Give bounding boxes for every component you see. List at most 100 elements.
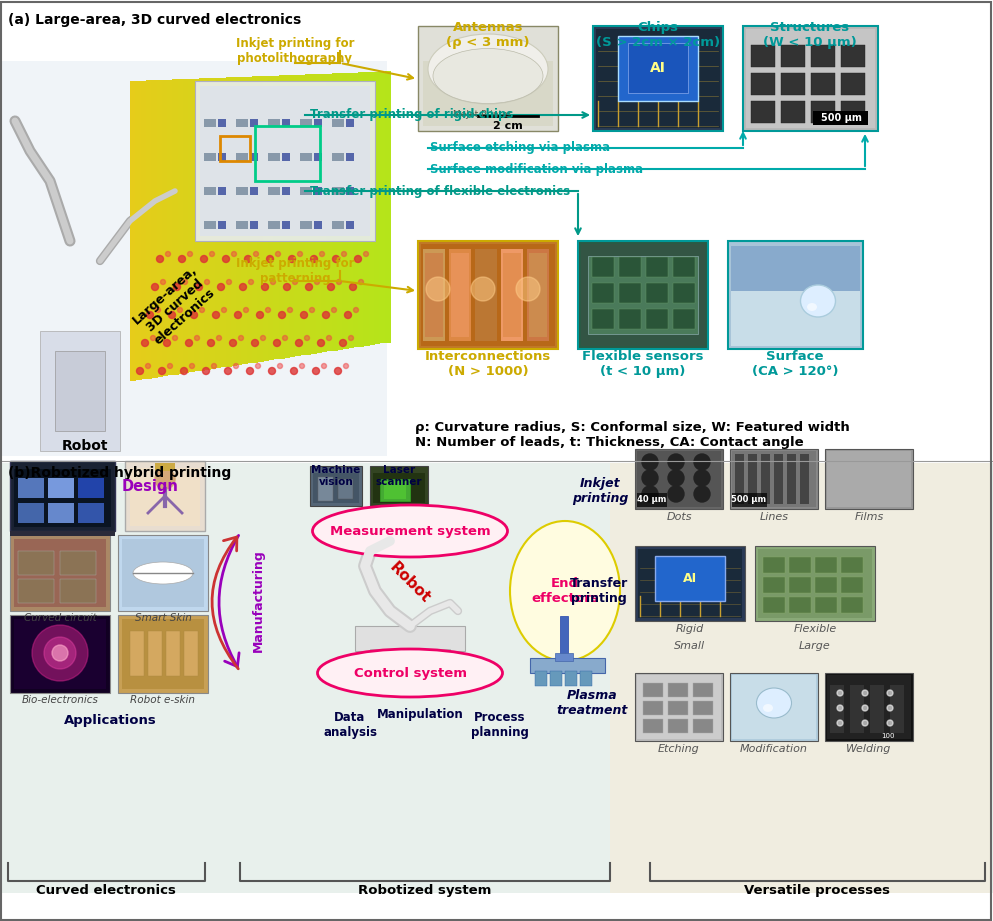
FancyBboxPatch shape xyxy=(282,187,290,195)
Circle shape xyxy=(174,284,181,290)
FancyBboxPatch shape xyxy=(122,619,204,689)
Text: Robot: Robot xyxy=(386,560,433,606)
FancyBboxPatch shape xyxy=(751,45,775,67)
FancyBboxPatch shape xyxy=(214,77,221,368)
FancyBboxPatch shape xyxy=(14,539,106,607)
FancyBboxPatch shape xyxy=(593,26,723,131)
Circle shape xyxy=(311,255,318,262)
FancyBboxPatch shape xyxy=(580,671,592,686)
FancyBboxPatch shape xyxy=(781,101,805,123)
FancyBboxPatch shape xyxy=(184,631,198,676)
Circle shape xyxy=(642,470,658,486)
Text: Laser
scanner: Laser scanner xyxy=(375,465,422,486)
FancyBboxPatch shape xyxy=(337,73,344,350)
Circle shape xyxy=(340,340,347,346)
FancyBboxPatch shape xyxy=(236,221,248,229)
FancyBboxPatch shape xyxy=(379,72,385,344)
FancyBboxPatch shape xyxy=(135,81,142,380)
FancyBboxPatch shape xyxy=(751,73,775,95)
Circle shape xyxy=(887,705,893,711)
FancyBboxPatch shape xyxy=(236,77,242,365)
Circle shape xyxy=(837,690,843,696)
FancyBboxPatch shape xyxy=(735,454,744,504)
FancyBboxPatch shape xyxy=(353,73,359,347)
Circle shape xyxy=(300,364,305,368)
FancyBboxPatch shape xyxy=(368,72,375,345)
FancyArrowPatch shape xyxy=(213,537,238,669)
FancyBboxPatch shape xyxy=(241,76,247,364)
FancyBboxPatch shape xyxy=(332,221,344,229)
FancyBboxPatch shape xyxy=(130,468,200,526)
FancyBboxPatch shape xyxy=(418,26,558,131)
Text: 2 cm: 2 cm xyxy=(494,121,523,131)
Circle shape xyxy=(355,255,361,262)
Circle shape xyxy=(191,311,198,319)
FancyBboxPatch shape xyxy=(825,673,913,741)
FancyBboxPatch shape xyxy=(130,631,144,676)
Text: Control system: Control system xyxy=(354,667,467,680)
Circle shape xyxy=(213,311,219,319)
FancyBboxPatch shape xyxy=(418,241,558,349)
Circle shape xyxy=(293,279,298,285)
Circle shape xyxy=(668,486,684,502)
FancyBboxPatch shape xyxy=(811,73,835,95)
FancyBboxPatch shape xyxy=(638,549,742,618)
FancyBboxPatch shape xyxy=(250,153,258,161)
Text: Manufacturing: Manufacturing xyxy=(251,550,264,652)
Circle shape xyxy=(251,340,258,346)
FancyBboxPatch shape xyxy=(789,557,811,573)
Ellipse shape xyxy=(133,562,193,584)
FancyBboxPatch shape xyxy=(200,86,370,236)
Circle shape xyxy=(136,367,144,375)
Text: Curved electronics: Curved electronics xyxy=(36,884,176,897)
FancyBboxPatch shape xyxy=(218,187,226,195)
FancyBboxPatch shape xyxy=(425,253,443,337)
FancyBboxPatch shape xyxy=(761,454,770,504)
FancyBboxPatch shape xyxy=(60,579,96,603)
Text: Etching: Etching xyxy=(658,744,700,754)
FancyBboxPatch shape xyxy=(746,29,875,128)
FancyBboxPatch shape xyxy=(730,449,818,509)
Circle shape xyxy=(862,690,868,696)
FancyBboxPatch shape xyxy=(282,221,290,229)
FancyBboxPatch shape xyxy=(477,253,495,337)
FancyBboxPatch shape xyxy=(332,74,338,351)
Circle shape xyxy=(296,340,303,346)
Circle shape xyxy=(233,364,238,368)
Circle shape xyxy=(298,251,303,257)
FancyBboxPatch shape xyxy=(781,73,805,95)
FancyBboxPatch shape xyxy=(628,43,688,93)
Ellipse shape xyxy=(313,505,507,557)
Text: End
effectors: End effectors xyxy=(531,577,599,605)
FancyBboxPatch shape xyxy=(815,557,837,573)
Circle shape xyxy=(224,367,231,375)
FancyBboxPatch shape xyxy=(246,76,253,364)
FancyBboxPatch shape xyxy=(18,503,44,523)
FancyBboxPatch shape xyxy=(815,577,837,593)
Circle shape xyxy=(363,251,368,257)
FancyBboxPatch shape xyxy=(668,683,688,697)
Ellipse shape xyxy=(433,49,543,103)
FancyBboxPatch shape xyxy=(763,577,785,593)
Circle shape xyxy=(244,255,251,262)
Circle shape xyxy=(328,284,335,290)
FancyBboxPatch shape xyxy=(449,249,471,341)
FancyBboxPatch shape xyxy=(268,221,280,229)
Circle shape xyxy=(291,367,298,375)
FancyBboxPatch shape xyxy=(841,73,865,95)
FancyBboxPatch shape xyxy=(195,81,375,241)
FancyBboxPatch shape xyxy=(343,73,349,349)
Circle shape xyxy=(186,340,193,346)
FancyBboxPatch shape xyxy=(748,454,757,504)
FancyBboxPatch shape xyxy=(827,451,911,507)
Circle shape xyxy=(216,335,221,341)
Text: Welding: Welding xyxy=(846,744,892,754)
FancyBboxPatch shape xyxy=(346,187,354,195)
Text: Films: Films xyxy=(854,512,884,522)
FancyBboxPatch shape xyxy=(78,503,104,523)
Circle shape xyxy=(668,470,684,486)
FancyBboxPatch shape xyxy=(118,615,208,693)
FancyBboxPatch shape xyxy=(162,80,168,376)
Circle shape xyxy=(238,335,243,341)
Text: Design: Design xyxy=(121,479,179,494)
